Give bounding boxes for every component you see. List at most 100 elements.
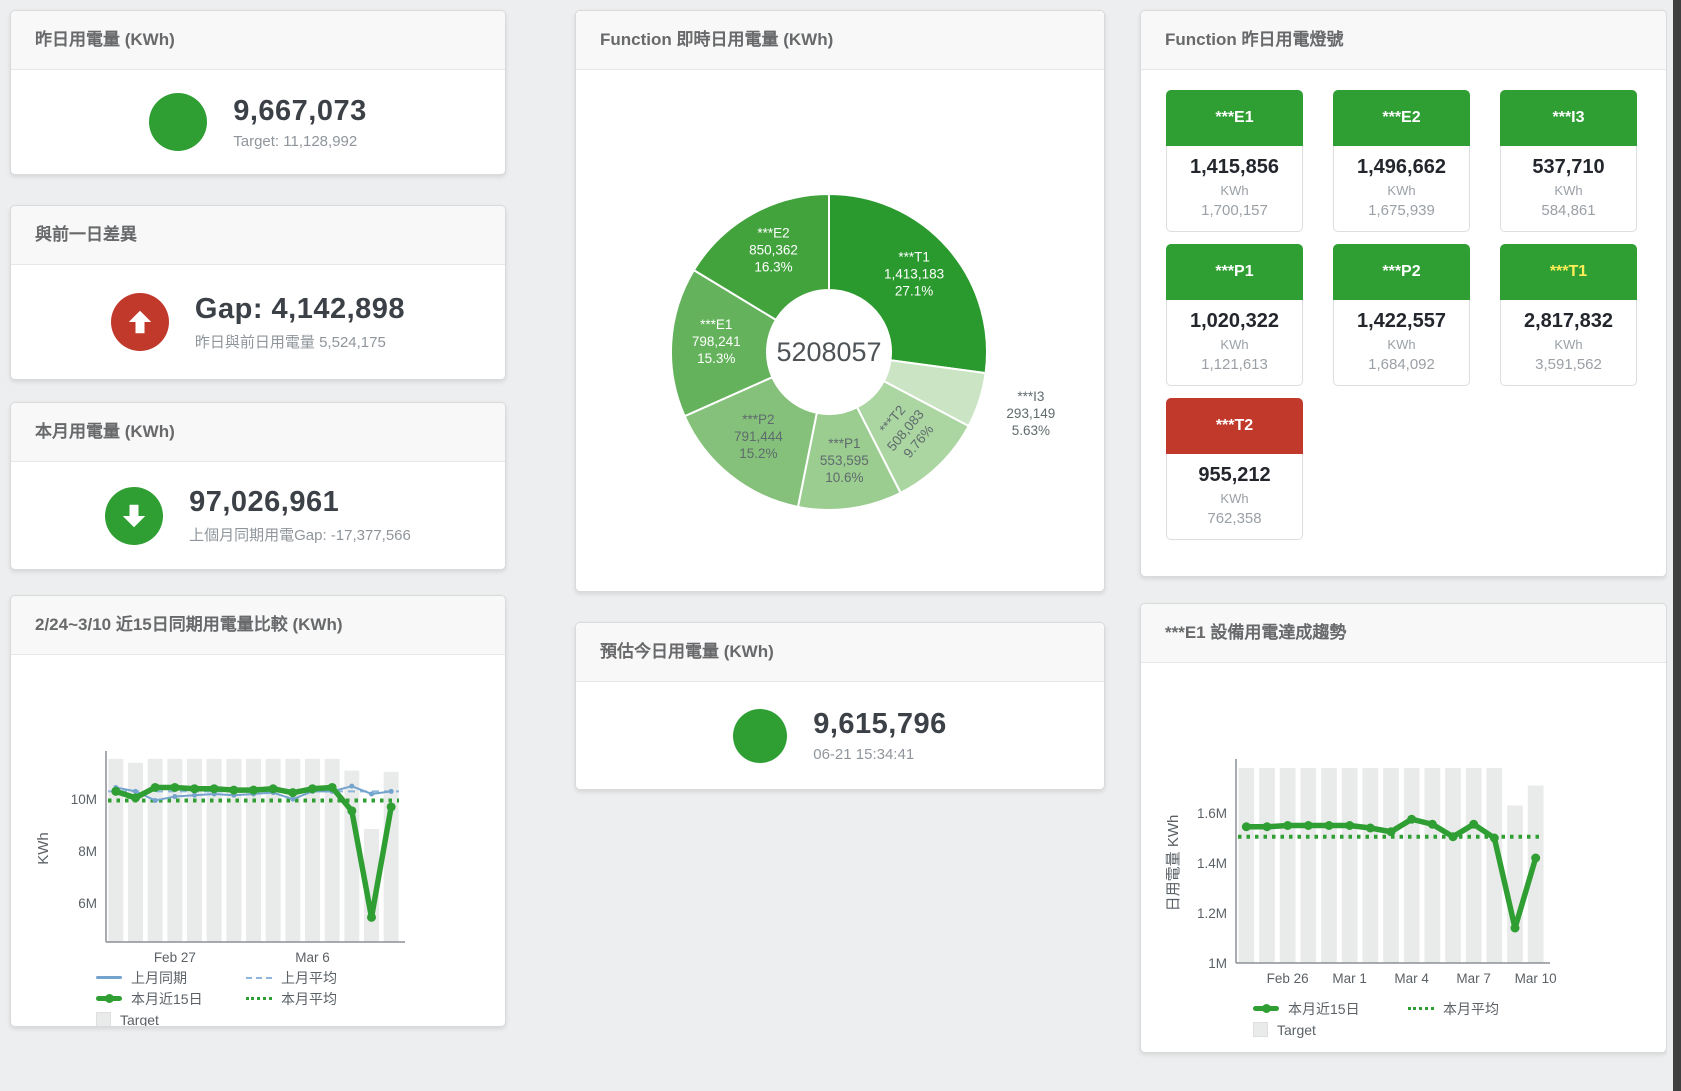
card-title: ***E1 設備用電達成趨勢 — [1141, 604, 1666, 663]
tile-target: 1,675,939 — [1368, 202, 1435, 219]
target-bar — [1279, 768, 1296, 963]
y-axis-title: KWh — [35, 832, 52, 865]
donut-slice-label: ***E1 798,241 15.3% — [692, 317, 741, 366]
legend-label: Target — [1277, 1021, 1316, 1038]
data-point — [249, 785, 258, 795]
light-tile-T2: ***T2 955,212 KWh 762,358 — [1166, 398, 1303, 540]
kpi-body: 9,615,796 06-21 15:34:41 — [576, 682, 1104, 789]
card-day-gap: 與前一日差異 Gap: 4,142,898 昨日與前日用電量 5,524,175 — [10, 205, 506, 380]
tile-body: 537,710 KWh 584,861 — [1500, 146, 1637, 232]
y-tick-label: 10M — [71, 792, 97, 807]
target-bar — [1424, 768, 1441, 963]
e1-trend-line-chart: 1M 1.2M 1.4M 1.6M Feb 26 Mar 1 Mar 4 Mar 7 Mar 1… — [1165, 759, 1557, 986]
kpi-text: 9,667,073 Target: 11,128,992 — [233, 95, 367, 150]
card-month-usage: 本月用電量 (KWh) 97,026,961 上個月同期用電Gap: -17,3… — [10, 402, 506, 570]
legend-item-dotted[interactable]: 本月平均 — [1408, 998, 1563, 1019]
light-tile-I3: ***I3 537,710 KWh 584,861 — [1500, 90, 1637, 232]
target-bar — [1465, 768, 1482, 963]
data-point — [152, 797, 158, 803]
target-bar — [167, 758, 183, 942]
target-bar — [1445, 768, 1461, 963]
card-title: 與前一日差異 — [11, 206, 505, 265]
data-point — [1262, 822, 1272, 832]
target-bar — [206, 758, 222, 942]
x-tick-label: Mar 6 — [295, 950, 330, 962]
y-axis-title: 日用電量 KWh — [1165, 815, 1182, 912]
target-bar — [1341, 768, 1358, 963]
target-bar — [187, 758, 202, 942]
donut-slice-label: ***I3 293,149 5.63% — [1006, 389, 1055, 438]
data-point — [1283, 821, 1293, 830]
legend-label: 本月近15日 — [131, 990, 203, 1007]
tile-unit: KWh — [1220, 491, 1249, 506]
scrollbar-thumb[interactable] — [1673, 0, 1681, 1091]
legend-item-thick-line[interactable]: 本月近15日 — [96, 988, 246, 1009]
function-usage-donut-chart: ***T1 1,413,183 27.1%***I3 293,149 5.63%***T… — [670, 192, 1055, 511]
chart-body: 1M 1.2M 1.4M 1.6M Feb 26 Mar 1 Mar 4 Mar 7 Mar 1… — [1141, 663, 1666, 1052]
target-bar — [364, 829, 379, 942]
tile-body: 1,020,322 KWh 1,121,613 — [1166, 300, 1303, 386]
card-title: 昨日用電量 (KWh) — [11, 11, 505, 70]
tile-value: 1,422,557 — [1357, 310, 1446, 332]
kpi-text: 97,026,961 上個月同期用電Gap: -17,377,566 — [189, 486, 411, 545]
kpi-subtitle: Target: 11,128,992 — [233, 132, 358, 150]
compare-chart-legend: 上月同期 上月平均本月近15日 本月平均 Target — [96, 967, 426, 1027]
kpi-value: 9,615,796 — [813, 708, 947, 740]
kpi-subtitle: 06-21 15:34:41 — [813, 746, 915, 763]
tile-body: 1,415,856 KWh 1,700,157 — [1166, 146, 1303, 232]
data-point — [133, 788, 138, 794]
data-point — [229, 785, 239, 795]
tile-body: 2,817,832 KWh 3,591,562 — [1500, 300, 1637, 386]
donut-center-total: 5208057 — [776, 337, 881, 367]
target-bar — [226, 758, 242, 942]
arrow-down-icon — [105, 486, 164, 545]
legend-item-square[interactable]: Target — [1253, 1019, 1408, 1040]
tile-unit: KWh — [1220, 337, 1249, 352]
kpi-body: 9,667,073 Target: 11,128,992 — [11, 70, 505, 174]
x-tick-label: Mar 7 — [1456, 971, 1491, 986]
tile-body: 955,212 KWh 762,358 — [1166, 454, 1303, 540]
kpi-text: 9,615,796 06-21 15:34:41 — [813, 708, 947, 763]
card-title: 2/24~3/10 近15日同期用電量比較 (KWh) — [11, 596, 505, 655]
tile-target: 1,684,092 — [1368, 356, 1435, 373]
kpi-value: 97,026,961 — [189, 486, 340, 518]
legend-item-square[interactable]: Target — [96, 1009, 246, 1027]
data-point — [347, 806, 357, 816]
card-15day-compare-chart: 2/24~3/10 近15日同期用電量比較 (KWh) 6M 8M 10M Feb 2… — [10, 595, 506, 1027]
data-point — [172, 794, 178, 800]
legend-item-dashed[interactable]: 上月平均 — [246, 967, 396, 988]
donut-slice-T1 — [828, 192, 988, 375]
legend-item-thick-line[interactable]: 本月近15日 — [1253, 998, 1408, 1019]
card-e1-trend-chart: ***E1 設備用電達成趨勢 1M 1.2M 1.4M 1.6M Feb 26 Mar 1… — [1140, 603, 1667, 1053]
tile-unit: KWh — [1220, 183, 1249, 198]
target-bar — [305, 758, 320, 942]
donut-slice-label: ***E2 850,362 16.3% — [749, 226, 798, 275]
kpi-text: Gap: 4,142,898 昨日與前日用電量 5,524,175 — [195, 293, 405, 352]
chart-body: 6M 8M 10M Feb 27 Mar 6 KWh 上月同期 上月平均 本月近15日 本月平均… — [11, 655, 505, 1026]
tile-status-header: ***P2 — [1333, 244, 1470, 300]
tile-value: 955,212 — [1198, 464, 1271, 486]
kpi-value: Gap: 4,142,898 — [194, 292, 406, 325]
tile-unit: KWh — [1554, 183, 1583, 198]
legend-label: Target — [120, 1011, 159, 1027]
tile-target: 3,591,562 — [1535, 356, 1602, 373]
data-point — [1407, 814, 1417, 824]
card-today-estimate: 預估今日用電量 (KWh) 9,615,796 06-21 15:34:41 — [575, 622, 1105, 790]
data-point — [1345, 821, 1355, 830]
tile-target: 584,861 — [1541, 202, 1596, 219]
target-bar — [128, 762, 143, 942]
donut-slice-P2 — [683, 375, 818, 509]
card-title: Function 昨日用電燈號 — [1141, 11, 1666, 70]
legend-label: 本月平均 — [281, 990, 337, 1007]
legend-item-line[interactable]: 上月同期 — [96, 967, 246, 988]
data-point — [1510, 923, 1520, 933]
data-point — [150, 782, 160, 792]
tile-value: 1,020,322 — [1190, 310, 1279, 332]
target-bar — [1259, 768, 1275, 963]
card-yesterday-usage: 昨日用電量 (KWh) 9,667,073 Target: 11,128,992 — [10, 10, 506, 175]
data-point — [1531, 853, 1541, 863]
kpi-value: 9,667,073 — [233, 94, 367, 127]
legend-item-dotted[interactable]: 本月平均 — [246, 988, 396, 1009]
light-tile-P2: ***P2 1,422,557 KWh 1,684,092 — [1333, 244, 1470, 386]
